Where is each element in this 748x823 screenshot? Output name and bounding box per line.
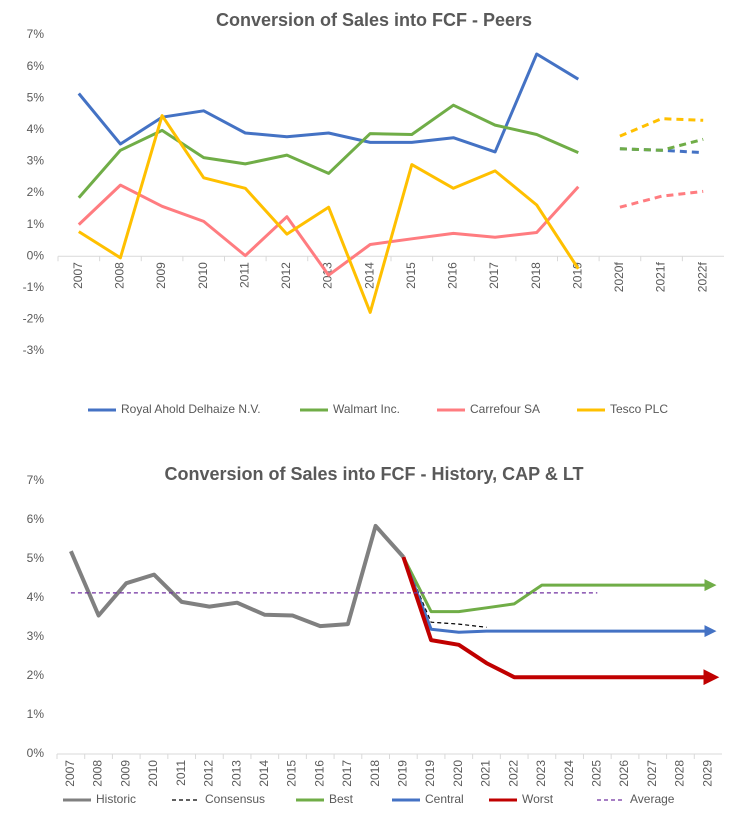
legend-label: Best [329,792,354,806]
x-tick-label: 2027 [645,760,659,787]
legend-label: Average [630,792,675,806]
y-tick-label: 3% [27,154,45,168]
series-line [619,117,704,138]
legend-label: Historic [96,792,136,806]
chart-title-box: Conversion of Sales into FCF - History, … [164,464,584,484]
series-line [402,556,717,614]
y-tick-label: -1% [23,280,45,294]
y-tick-label: 6% [27,512,45,526]
x-tick-label: 2016 [312,760,326,787]
y-tick-label: 6% [27,59,45,73]
x-tick-label: 2015 [404,262,418,289]
x-tick-label: 2017 [487,262,501,289]
x-tick-label: 2026 [617,760,631,787]
y-tick-label: -2% [23,312,45,326]
chart-title: Conversion of Sales into FCF - History, … [164,464,584,484]
x-tick-label: 2023 [534,760,548,787]
x-tick-label: 2011 [237,262,251,288]
y-tick-label: 3% [27,629,45,643]
x-tick-label: 2019 [396,760,410,787]
legend-label: Carrefour SA [470,402,540,416]
x-tick-label: 2007 [71,262,85,289]
series-line [69,523,405,629]
x-tick-label: 2014 [257,760,271,787]
series-line [401,556,717,638]
x-tick-label: 2008 [113,262,127,289]
y-tick-label: 5% [27,551,45,565]
x-tick-label: 2020 [451,760,465,787]
x-tick-label: 2013 [229,760,243,787]
x-tick-label: 2014 [362,262,376,289]
x-tick-label: 2022f [695,262,709,293]
x-tick-label: 2028 [673,760,687,787]
y-tick-label: 2% [27,185,45,199]
y-tick-label: 7% [27,27,45,41]
legend-label: Walmart Inc. [333,402,400,416]
x-tick-label: 2024 [562,760,576,787]
series-line [401,556,720,686]
chart-title-box: Conversion of Sales into FCF - Peers [215,10,533,30]
x-tick-label: 2009 [154,262,168,289]
y-tick-label: 0% [27,248,45,262]
series-line [78,114,580,314]
legend-label: Consensus [205,792,265,806]
x-tick-label: 2020f [612,262,626,293]
y-tick-label: 1% [27,217,45,231]
x-tick-label: 2009 [118,760,132,787]
legend-label: Tesco PLC [610,402,668,416]
x-tick-label: 2025 [589,760,603,787]
x-tick-label: 2015 [285,760,299,787]
x-tick-label: 2019 [423,760,437,787]
y-tick-label: 7% [27,473,45,487]
x-tick-label: 2008 [91,760,105,787]
x-tick-label: 2012 [279,262,293,289]
x-tick-label: 2017 [340,760,354,787]
y-tick-label: 4% [27,590,45,604]
x-tick-label: 2010 [146,760,160,787]
x-tick-label: 2018 [529,262,543,289]
x-tick-label: 2018 [368,760,382,787]
x-tick-label: 2019 [570,262,584,289]
series-line [619,137,704,152]
x-tick-label: 2012 [202,760,216,787]
series-line [77,103,579,199]
x-tick-label: 2016 [446,262,460,289]
y-tick-label: 1% [27,707,45,721]
y-tick-label: -3% [23,343,45,357]
x-tick-label: 2021 [479,760,493,787]
series-line [619,189,704,209]
series-line [77,183,580,277]
x-tick-label: 2022 [506,760,520,787]
legend-label: Central [425,792,464,806]
y-tick-label: 5% [27,90,45,104]
x-tick-label: 2007 [63,760,77,787]
y-tick-label: 2% [27,668,45,682]
x-tick-label: 2011 [174,760,188,786]
x-tick-label: 2029 [700,760,714,787]
legend-label: Royal Ahold Delhaize N.V. [121,402,261,416]
chart-title: Conversion of Sales into FCF - Peers [215,10,533,30]
x-tick-label: 2021f [654,262,668,293]
x-tick-label: 2010 [196,262,210,289]
y-tick-label: 0% [27,746,45,760]
y-tick-label: 4% [27,122,45,136]
legend-label: Worst [522,792,554,806]
